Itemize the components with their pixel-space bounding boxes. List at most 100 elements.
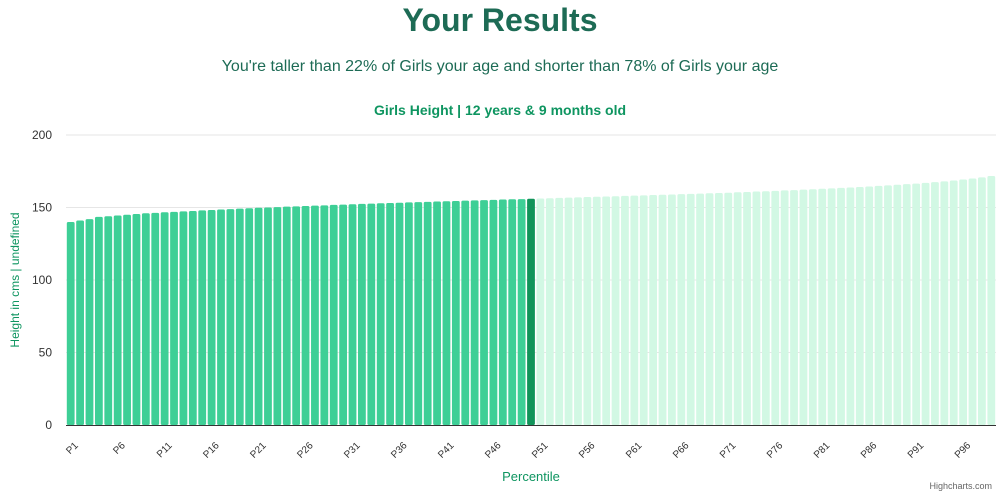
bar-p95 [949,180,958,425]
x-tick-label: P31 [342,440,363,461]
bar-p80 [808,189,817,425]
x-tick-label: P91 [906,440,927,461]
bar-p49 [517,199,526,425]
bar-p19 [235,208,244,425]
bar-p2 [76,220,84,425]
bar-p97 [968,178,977,425]
bar-p76 [771,190,780,425]
bar-p37 [404,202,413,425]
x-tick-label: P41 [436,440,457,461]
y-axis-title: Height in cms | undefined [8,212,22,347]
y-tick-label: 200 [32,128,52,142]
bar-p52 [545,198,554,425]
bar-p88 [884,185,892,425]
bar-p41 [442,201,451,425]
bar-p81 [818,188,827,425]
bar-p87 [874,185,883,425]
y-tick-label: 50 [39,346,53,360]
bar-p35 [386,203,394,425]
bar-p29 [329,204,338,425]
bar-p40 [433,201,441,425]
bar-p98 [978,177,986,425]
bar-p47 [498,199,507,425]
bar-p11 [160,212,169,425]
bar-p90 [902,184,911,425]
bar-p8 [132,214,141,425]
bar-p59 [611,196,620,425]
x-axis-title: Percentile [502,469,560,484]
bar-p72 [733,192,742,425]
bar-p28 [320,205,329,425]
bar-p60 [621,195,629,425]
bar-p64 [658,194,667,425]
x-tick-label: P36 [389,440,410,461]
bar-p25 [292,206,301,425]
bar-p4 [94,216,103,425]
bar-p84 [846,187,855,425]
bar-p61 [630,195,639,425]
bar-p54 [564,197,573,425]
bar-p77 [780,190,789,425]
x-tick-label: P96 [953,440,974,461]
bar-p85 [855,187,864,425]
x-tick-label: P81 [812,440,833,461]
bar-p10 [151,212,160,425]
bar-p12 [170,211,178,425]
bar-p53 [555,197,564,425]
bar-p6 [113,215,122,425]
bar-p91 [912,183,921,425]
bar-p3 [85,219,94,425]
bar-p78 [790,190,798,425]
bar-p50 [527,198,535,425]
bar-p99 [987,176,996,425]
bar-p75 [761,191,770,425]
x-tick-label: P26 [295,440,316,461]
bar-p26 [301,206,310,425]
bar-p14 [188,210,197,425]
bar-p74 [752,191,761,425]
x-tick-label: P86 [859,440,880,461]
bar-p1 [66,222,75,425]
bar-p48 [508,199,517,425]
bar-p9 [141,213,150,425]
bar-p7 [123,214,131,425]
x-tick-label: P6 [111,440,128,457]
bar-p31 [348,204,357,425]
bar-p55 [574,197,582,425]
bar-p65 [668,194,676,425]
highcharts-credits[interactable]: Highcharts.com [929,481,992,491]
bar-p58 [602,196,611,425]
x-tick-label: P51 [530,440,551,461]
bar-p13 [179,211,188,425]
x-tick-label: P46 [483,440,504,461]
bar-p43 [461,200,470,425]
bar-p89 [893,184,902,425]
bar-p32 [358,203,366,425]
x-tick-label: P21 [248,440,269,461]
bar-p94 [940,181,949,425]
bar-p5 [104,216,113,425]
bar-p68 [696,193,704,425]
y-tick-label: 100 [32,273,52,287]
bar-p82 [827,188,836,425]
bar-p46 [489,199,498,425]
bar-p33 [367,203,376,425]
bar-p83 [837,187,845,425]
bar-p96 [959,179,968,425]
bar-p73 [743,191,751,425]
chart-title: Girls Height | 12 years & 9 months old [373,102,627,118]
x-tick-label: P71 [718,440,739,461]
x-tick-label: P76 [765,440,786,461]
bar-p42 [451,200,460,425]
bar-p22 [264,207,272,425]
bar-p63 [649,195,658,425]
bar-p36 [395,202,404,425]
bar-p92 [921,182,930,425]
results-subtitle: You're taller than 22% of Girls your age… [221,58,779,75]
bar-p34 [376,203,385,425]
bar-p38 [414,202,423,425]
x-tick-label: P11 [155,440,175,460]
bar-p39 [423,201,432,425]
x-tick-label: P61 [624,440,645,461]
bar-p20 [245,208,254,425]
